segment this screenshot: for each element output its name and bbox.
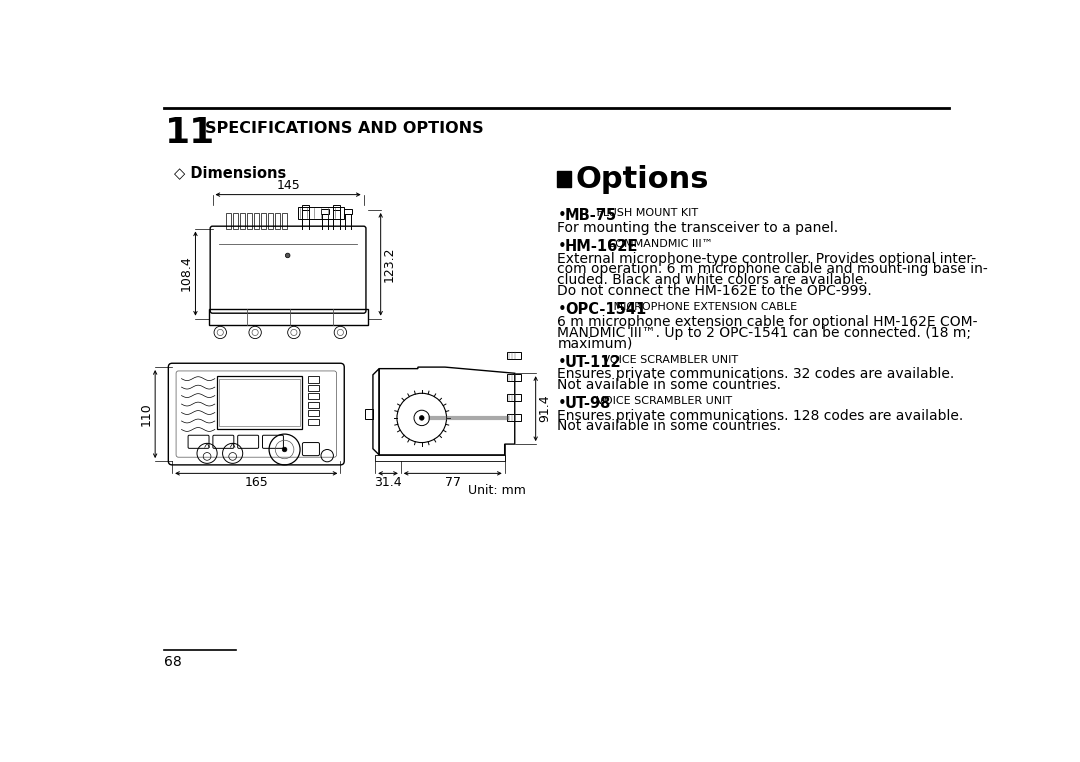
Text: 6 m microphone extension cable for optional HM-162E COM-: 6 m microphone extension cable for optio… xyxy=(557,315,977,328)
Bar xyxy=(282,213,287,229)
Text: 91.4: 91.4 xyxy=(538,395,551,422)
Text: Options: Options xyxy=(576,165,708,194)
Text: HM-162E: HM-162E xyxy=(565,239,638,255)
Bar xyxy=(227,213,231,229)
Bar xyxy=(333,206,340,210)
Text: •: • xyxy=(557,209,566,223)
Text: cluded. Black and white colors are available.: cluded. Black and white colors are avail… xyxy=(557,273,868,287)
Bar xyxy=(308,376,319,383)
Text: External microphone-type controller. Provides optional inter-: External microphone-type controller. Pro… xyxy=(557,251,976,266)
Bar xyxy=(507,394,521,401)
Circle shape xyxy=(282,447,287,452)
Bar xyxy=(301,206,309,210)
Text: MB-75: MB-75 xyxy=(565,209,618,223)
Text: VOICE SCRAMBLER UNIT: VOICE SCRAMBLER UNIT xyxy=(598,355,738,365)
Bar xyxy=(507,353,521,360)
Text: •: • xyxy=(557,303,566,318)
Text: 123.2: 123.2 xyxy=(383,247,396,282)
Text: Not available in some countries.: Not available in some countries. xyxy=(557,378,781,392)
Text: 108.4: 108.4 xyxy=(180,256,193,291)
Text: maximum): maximum) xyxy=(557,336,633,351)
Text: COMMANDMIC III™: COMMANDMIC III™ xyxy=(604,239,713,249)
Bar xyxy=(255,213,259,229)
Text: UT-112: UT-112 xyxy=(565,355,622,370)
Bar xyxy=(298,207,345,219)
Text: •: • xyxy=(557,355,566,370)
Text: 77: 77 xyxy=(445,476,461,489)
Text: 31.4: 31.4 xyxy=(375,476,402,489)
Bar xyxy=(365,409,373,418)
Bar xyxy=(321,210,328,214)
Text: 145: 145 xyxy=(276,179,300,192)
Bar xyxy=(208,309,367,325)
Text: 68: 68 xyxy=(164,655,183,669)
Bar xyxy=(308,385,319,391)
Text: VOICE SCRAMBLER UNIT: VOICE SCRAMBLER UNIT xyxy=(593,396,732,406)
Circle shape xyxy=(419,415,424,420)
Text: ◇ Dimensions: ◇ Dimensions xyxy=(174,165,286,181)
Text: Unit: mm: Unit: mm xyxy=(469,484,526,497)
Bar xyxy=(507,414,521,421)
Bar xyxy=(268,213,273,229)
Text: 165: 165 xyxy=(244,476,268,489)
Bar xyxy=(345,210,352,214)
Bar xyxy=(233,213,238,229)
Text: For mounting the transceiver to a panel.: For mounting the transceiver to a panel. xyxy=(557,221,838,235)
Text: Ensures private communications. 32 codes are available.: Ensures private communications. 32 codes… xyxy=(557,367,955,381)
Text: Ensures private communications. 128 codes are available.: Ensures private communications. 128 code… xyxy=(557,408,963,423)
Text: 110: 110 xyxy=(139,402,153,426)
Text: UT-98: UT-98 xyxy=(565,396,611,411)
Bar xyxy=(217,376,302,429)
Text: MANDMIC III™. Up to 2 OPC-1541 can be connected. (18 m;: MANDMIC III™. Up to 2 OPC-1541 can be co… xyxy=(557,325,971,340)
Bar xyxy=(261,213,266,229)
Text: MICROPHONE EXTENSION CABLE: MICROPHONE EXTENSION CABLE xyxy=(610,303,797,312)
Text: FLUSH MOUNT KIT: FLUSH MOUNT KIT xyxy=(593,209,698,219)
Bar xyxy=(507,374,521,381)
Bar xyxy=(247,213,252,229)
Bar xyxy=(219,379,300,427)
Text: Not available in some countries.: Not available in some countries. xyxy=(557,419,781,434)
Bar xyxy=(308,418,319,425)
Bar xyxy=(241,213,245,229)
Text: Do not connect the HM-162E to the OPC-999.: Do not connect the HM-162E to the OPC-99… xyxy=(557,284,873,298)
Bar xyxy=(275,213,280,229)
Text: •: • xyxy=(557,239,566,255)
Text: •: • xyxy=(557,396,566,411)
Bar xyxy=(308,402,319,408)
Text: com operation. 6 m microphone cable and mount-ing base in-: com operation. 6 m microphone cable and … xyxy=(557,262,988,277)
Bar xyxy=(308,410,319,416)
Circle shape xyxy=(285,253,291,258)
Text: OPC-1541: OPC-1541 xyxy=(565,303,646,318)
Bar xyxy=(557,171,570,187)
Bar xyxy=(308,393,319,399)
Text: 11: 11 xyxy=(164,116,215,150)
Text: SPECIFICATIONS AND OPTIONS: SPECIFICATIONS AND OPTIONS xyxy=(205,120,484,136)
